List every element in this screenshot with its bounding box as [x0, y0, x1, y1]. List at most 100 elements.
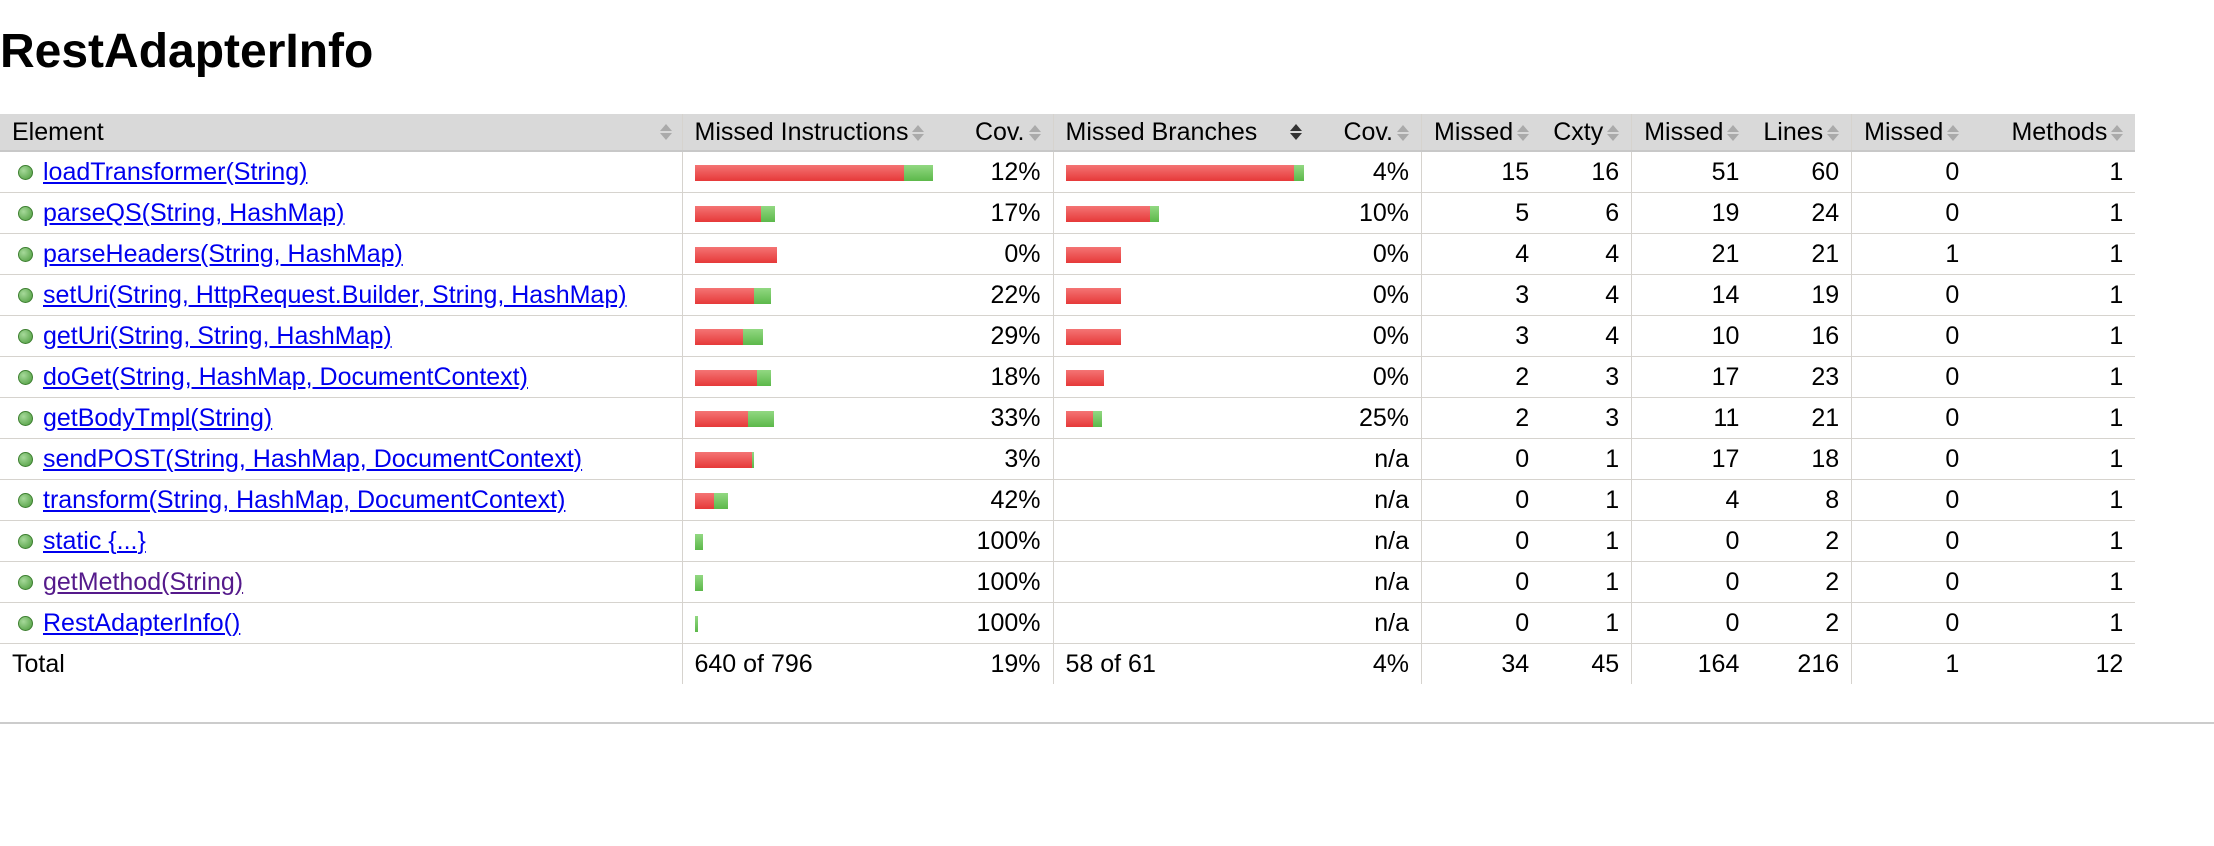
header-lines[interactable]: Lines [1751, 114, 1852, 152]
lines: 2 [1751, 520, 1852, 562]
header-missed-methods[interactable]: Missed [1851, 114, 1972, 152]
instructions-bar-cell [681, 356, 945, 398]
lines: 21 [1751, 397, 1852, 439]
header-missed-lines[interactable]: Missed [1631, 114, 1752, 152]
lines: 18 [1751, 438, 1852, 480]
header-methods-label: Methods [2011, 117, 2108, 146]
cov-instructions: 12% [945, 151, 1053, 193]
branches-bar-cell [1052, 602, 1316, 644]
methods: 1 [1971, 520, 2136, 562]
total-cov-branches: 4% [1372, 649, 1409, 678]
method-link[interactable]: static {...} [43, 526, 146, 555]
method-icon [18, 165, 33, 181]
cxty: 4 [1541, 274, 1632, 316]
missed-cxty: 0 [1421, 479, 1542, 521]
header-methods[interactable]: Methods [1971, 114, 2136, 152]
method-link[interactable]: parseHeaders(String, HashMap) [43, 239, 403, 268]
table-body: loadTransformer(String) 12% 4% 15 16 51 60 0 1 pa… [0, 151, 2136, 644]
cov-instructions: 33% [945, 397, 1053, 439]
header-missed-methods-label: Missed [1864, 117, 1944, 146]
covered-instructions-bar [713, 492, 728, 509]
page-title: RestAdapterInfo [0, 25, 374, 78]
method-link[interactable]: RestAdapterInfo() [43, 608, 241, 637]
table-header: Element Missed Instructions Cov. Missed … [0, 114, 2136, 152]
instructions-bar-cell [681, 479, 945, 521]
header-element[interactable]: Element [0, 114, 682, 152]
sort-icon [1607, 124, 1620, 142]
missed-instructions-bar [694, 410, 748, 427]
sort-icon [912, 124, 925, 142]
coverage-table: Element Missed Instructions Cov. Missed … [0, 114, 2136, 684]
missed-branches-bar [1065, 205, 1150, 222]
table-row: getMethod(String) 100% n/a 0 1 0 2 0 1 [0, 561, 2136, 603]
methods: 1 [1971, 233, 2136, 275]
cov-branches: 4% [1315, 151, 1422, 193]
header-cov-instructions[interactable]: Cov. [945, 114, 1053, 152]
method-link[interactable]: sendPOST(String, HashMap, DocumentContex… [43, 444, 583, 473]
sort-descending-icon [1289, 123, 1302, 141]
sort-icon [659, 123, 672, 141]
covered-instructions-bar [747, 410, 774, 427]
method-link[interactable]: getUri(String, String, HashMap) [43, 321, 392, 350]
method-link[interactable]: transform(String, HashMap, DocumentConte… [43, 485, 566, 514]
method-link[interactable]: parseQS(String, HashMap) [43, 198, 345, 227]
method-icon [18, 616, 33, 632]
method-link[interactable]: setUri(String, HttpRequest.Builder, Stri… [43, 280, 627, 309]
missed-lines: 17 [1631, 438, 1752, 480]
element-cell: getBodyTmpl(String) [0, 397, 682, 439]
methods: 1 [1971, 479, 2136, 521]
header-cov-branches[interactable]: Cov. [1315, 114, 1422, 152]
methods: 1 [1971, 315, 2136, 357]
header-missed-instructions[interactable]: Missed Instructions [681, 114, 945, 152]
header-cxty[interactable]: Cxty [1541, 114, 1632, 152]
missed-methods: 0 [1851, 151, 1972, 193]
table-row: setUri(String, HttpRequest.Builder, Stri… [0, 274, 2136, 316]
sort-icon [1517, 124, 1530, 142]
missed-lines: 0 [1631, 561, 1752, 603]
cov-instructions: 42% [945, 479, 1053, 521]
cxty: 1 [1541, 520, 1632, 562]
methods: 1 [1971, 192, 2136, 234]
table-row: transform(String, HashMap, DocumentConte… [0, 479, 2136, 521]
lines: 21 [1751, 233, 1852, 275]
cov-branches: n/a [1315, 520, 1422, 562]
method-link[interactable]: doGet(String, HashMap, DocumentContext) [43, 362, 528, 391]
missed-instructions-bar [694, 246, 777, 263]
covered-instructions-bar [756, 369, 771, 386]
instructions-bar-cell [681, 151, 945, 193]
cov-branches: 0% [1315, 274, 1422, 316]
method-link[interactable]: getBodyTmpl(String) [43, 403, 273, 432]
branches-bar-cell [1052, 479, 1316, 521]
cxty: 1 [1541, 561, 1632, 603]
cov-branches: 25% [1315, 397, 1422, 439]
header-cxty-label: Cxty [1553, 117, 1604, 146]
missed-methods: 0 [1851, 356, 1972, 398]
instructions-bar-cell [681, 438, 945, 480]
header-missed-branches[interactable]: Missed Branches [1052, 114, 1316, 152]
cxty: 4 [1541, 315, 1632, 357]
cov-instructions: 18% [945, 356, 1053, 398]
missed-cxty: 2 [1421, 356, 1542, 398]
missed-branches-bar [1065, 287, 1121, 304]
table-row: sendPOST(String, HashMap, DocumentContex… [0, 438, 2136, 480]
cov-branches: n/a [1315, 602, 1422, 644]
cxty: 1 [1541, 438, 1632, 480]
sort-icon [1827, 124, 1840, 142]
method-link[interactable]: loadTransformer(String) [43, 157, 308, 186]
instructions-bar-cell [681, 315, 945, 357]
covered-instructions-bar [903, 164, 933, 181]
total-methods: 12 [2095, 649, 2124, 678]
method-icon [18, 329, 33, 345]
header-missed-lines-label: Missed [1644, 117, 1724, 146]
table-row: parseQS(String, HashMap) 17% 10% 5 6 19 24 0 1 [0, 192, 2136, 234]
method-link[interactable]: getMethod(String) [43, 567, 244, 596]
cxty: 6 [1541, 192, 1632, 234]
cov-branches: 0% [1315, 315, 1422, 357]
table-row: getBodyTmpl(String) 33% 25% 2 3 11 21 0 1 [0, 397, 2136, 439]
lines: 23 [1751, 356, 1852, 398]
cxty: 16 [1541, 151, 1632, 193]
covered-instructions-bar [753, 287, 771, 304]
total-missed-lines: 164 [1631, 643, 1752, 684]
header-missed-cxty[interactable]: Missed [1421, 114, 1542, 152]
missed-instructions-bar [694, 205, 761, 222]
